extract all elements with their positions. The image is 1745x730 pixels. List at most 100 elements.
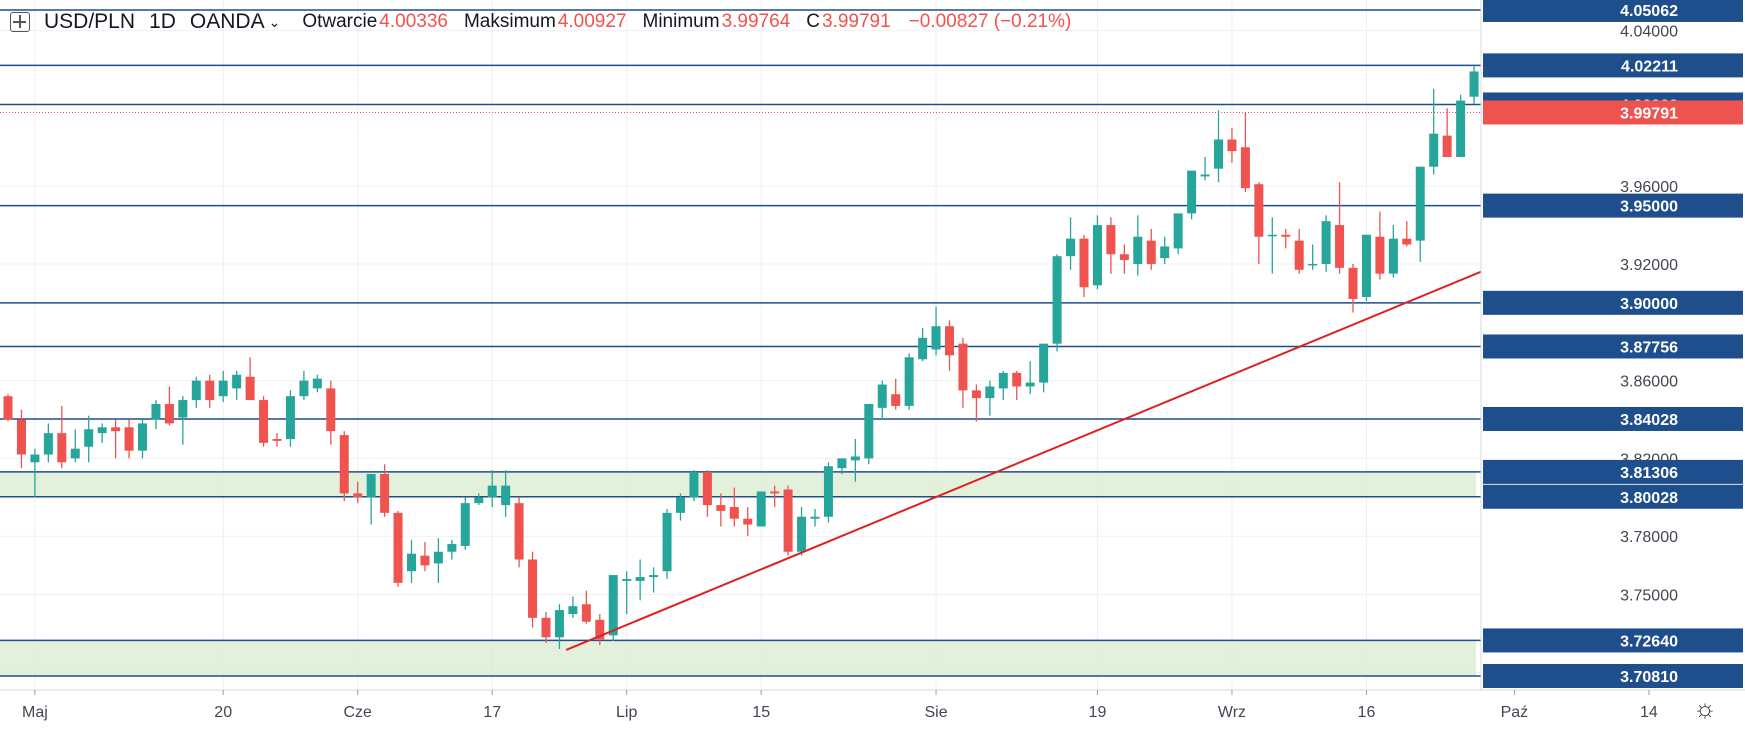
time-tick-label: 19: [1089, 704, 1107, 721]
candle-body: [1361, 234, 1371, 298]
candle-body: [164, 403, 174, 424]
price-badge: [1483, 484, 1743, 509]
candle-body: [756, 491, 766, 527]
candle-body: [864, 403, 874, 459]
add-symbol-icon[interactable]: [10, 12, 30, 32]
candle-body: [1456, 100, 1466, 158]
candle-body: [57, 433, 67, 463]
trendline-group: [565, 220, 1603, 651]
candle-body: [138, 423, 147, 451]
support-zone: [0, 471, 1476, 497]
settings-gear-icon[interactable]: ☼: [1693, 693, 1717, 723]
candle-body: [191, 380, 201, 401]
candle-body: [1348, 267, 1358, 299]
candle-body: [380, 473, 390, 513]
price-badge-label: 4.05062: [1620, 3, 1678, 20]
candle-body: [918, 337, 928, 360]
candle-body: [622, 578, 632, 581]
time-tick-label: 14: [1640, 704, 1658, 721]
price-badge-label: 3.84028: [1620, 412, 1678, 429]
candle-body: [1227, 139, 1237, 152]
candle-body: [460, 503, 470, 546]
price-badge: [1483, 664, 1743, 688]
time-tick-label: 17: [483, 704, 501, 721]
candle-body: [904, 357, 914, 406]
horizontal-levels: [0, 9, 1745, 677]
candle-body: [568, 606, 578, 614]
candle-body: [985, 386, 995, 399]
high-value: 4.00927: [557, 11, 627, 32]
price-badge-label: 4.02211: [1621, 58, 1678, 75]
grid-lines: [0, 0, 1650, 690]
interval-label[interactable]: 1D: [149, 10, 176, 33]
candle-body: [676, 497, 685, 513]
time-tick-label: Cze: [343, 704, 372, 721]
support-zone: [0, 640, 1476, 676]
candle-body: [447, 543, 457, 552]
close-label: C: [806, 11, 820, 32]
candle-body: [649, 575, 659, 578]
time-tick-label: Paź: [1501, 704, 1529, 721]
candle-body: [178, 400, 188, 418]
candle-body: [514, 503, 524, 560]
candle-body: [84, 429, 94, 447]
time-tick-label: 16: [1358, 704, 1376, 721]
candle-body: [1469, 71, 1479, 97]
price-tick-label: 3.96000: [1620, 179, 1678, 196]
candle-body: [1415, 166, 1425, 241]
candle-body: [232, 374, 242, 389]
candle-body: [1160, 246, 1170, 259]
candle-body: [581, 604, 591, 622]
candle-body: [891, 394, 901, 406]
time-tick-label: 20: [214, 704, 232, 721]
time-tick-label: Lip: [616, 704, 637, 721]
candle-body: [393, 512, 403, 583]
price-badge-label: 3.87756: [1620, 339, 1678, 356]
candle-body: [810, 516, 820, 519]
candle-body: [743, 518, 753, 525]
candle-body: [689, 472, 699, 498]
candle-body: [124, 427, 134, 451]
last-price-badge: [1483, 100, 1743, 125]
change-value: −0.00827 (−0.21%): [908, 11, 1072, 32]
candle-body: [1066, 238, 1076, 257]
open-value: 4.00336: [379, 11, 448, 32]
support-zones: [0, 471, 1476, 676]
candle-body: [285, 396, 295, 439]
candle-body: [30, 454, 40, 463]
candle-body: [1254, 184, 1264, 237]
open-label: Otwarcie: [302, 11, 378, 32]
candle-body: [1267, 234, 1277, 237]
candle-body: [1294, 240, 1304, 270]
price-badge-label: 3.95000: [1620, 199, 1678, 216]
candle-body: [111, 427, 121, 432]
price-badge: [1483, 193, 1743, 218]
price-tick-label: 3.86000: [1620, 374, 1678, 391]
time-tick-label: Sie: [924, 704, 947, 721]
candle-body: [312, 378, 322, 389]
candle-body: [1321, 221, 1331, 264]
time-axis-background: [0, 690, 1745, 725]
price-tick-label: 3.92000: [1620, 257, 1678, 274]
candle-body: [1240, 147, 1250, 189]
candle-body: [474, 497, 484, 504]
time-axis: Maj 20 Cze 17 Lip 15 Sie 19 Wrz 16 Paź 14: [0, 689, 1745, 725]
high-label: Maksimum: [463, 11, 556, 32]
symbol-name[interactable]: USD/PLN: [44, 10, 136, 33]
candle-body: [1308, 263, 1318, 266]
candle-body: [151, 403, 161, 420]
candle-body: [3, 396, 13, 420]
price-badge-label: 3.81306: [1620, 465, 1678, 482]
price-badge: [1483, 334, 1743, 359]
candle-body: [958, 343, 968, 391]
candle-body: [528, 559, 538, 618]
chevron-down-icon[interactable]: ⌄: [268, 13, 281, 30]
time-tick-label: Maj: [22, 704, 48, 721]
price-badge: [1483, 628, 1743, 653]
candle-body: [1025, 382, 1035, 387]
candle-body: [245, 376, 255, 401]
source-label[interactable]: OANDA: [189, 10, 265, 33]
candle-body: [339, 435, 349, 494]
